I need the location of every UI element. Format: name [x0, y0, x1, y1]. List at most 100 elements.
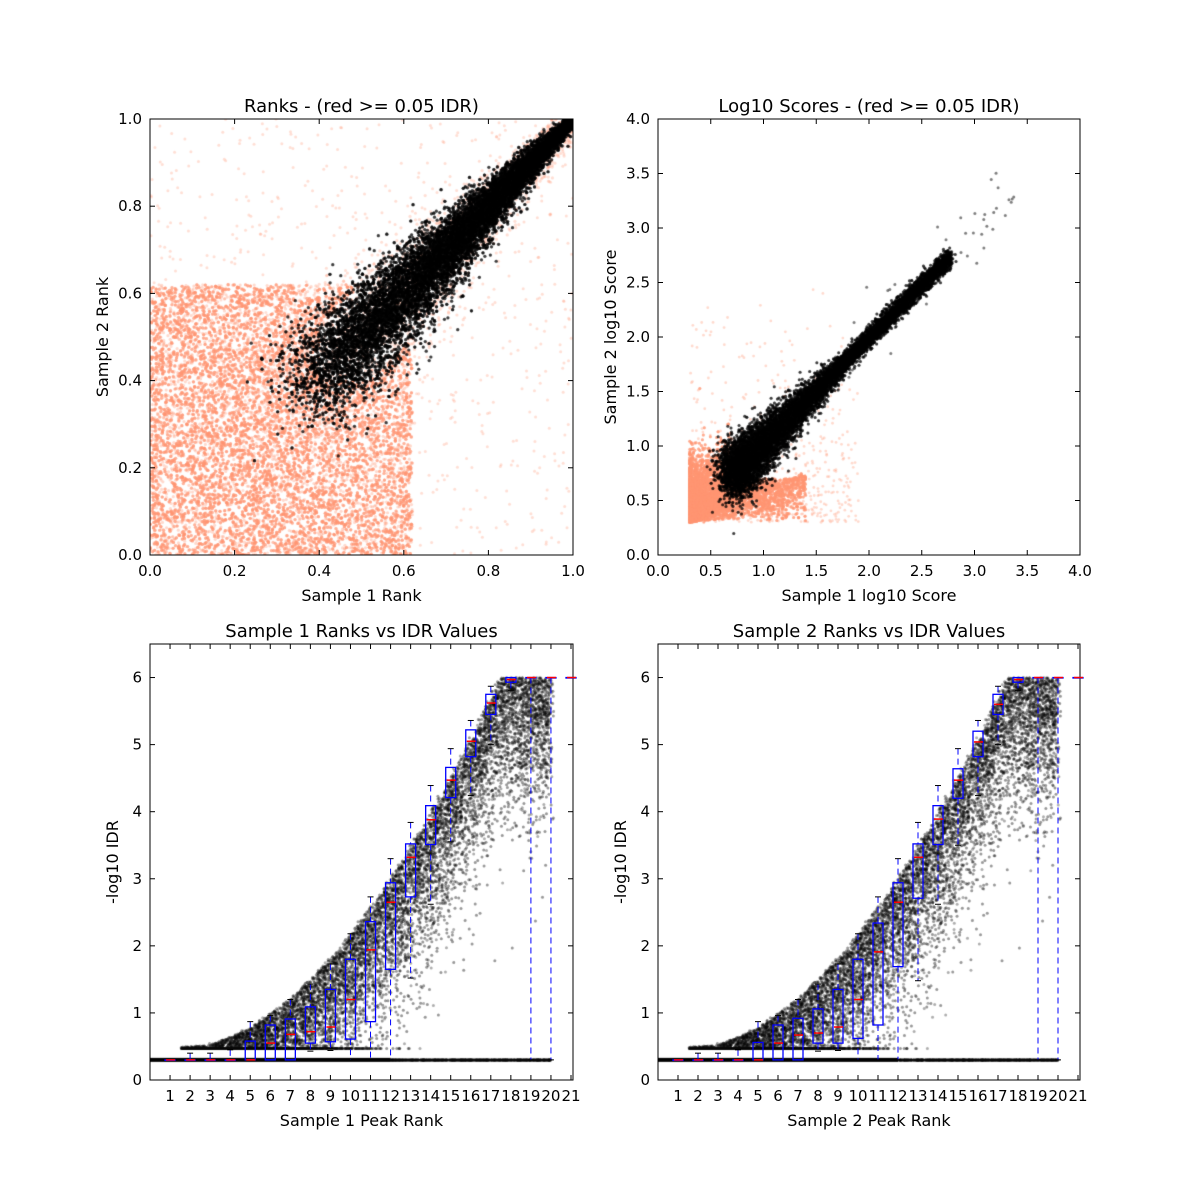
plot-frame	[657, 118, 1081, 556]
y-axis-label: -log10 IDR	[611, 820, 630, 904]
x-tick-label: 3.5	[1015, 562, 1039, 580]
x-tick-label: 3	[713, 1087, 723, 1105]
x-tick-label: 19	[1028, 1087, 1047, 1105]
box-iqr	[485, 693, 497, 716]
box-iqr	[244, 1040, 256, 1061]
chart-title: Sample 1 Ranks vs IDR Values	[225, 621, 497, 642]
box-iqr	[792, 1017, 804, 1061]
x-tick-label: 5	[753, 1087, 763, 1105]
x-tick-label: 12	[381, 1087, 400, 1105]
x-tick-label: 2.0	[857, 562, 881, 580]
y-axis-label: -log10 IDR	[103, 820, 122, 904]
box-iqr	[832, 988, 844, 1044]
s2idr-boxes	[672, 676, 1084, 1062]
x-axis-label: Sample 2 Peak Rank	[787, 1111, 951, 1130]
scores-scatter-cloud	[658, 119, 1080, 555]
x-tick-label: 18	[501, 1087, 520, 1105]
x-tick-label: 11	[868, 1087, 887, 1105]
x-tick-label: 12	[888, 1087, 907, 1105]
x-tick-label: 0.4	[307, 562, 331, 580]
y-tick-label: 1.0	[118, 110, 142, 128]
y-tick-label: 0.5	[626, 492, 650, 510]
x-axis-label: Sample 1 log10 Score	[782, 586, 957, 605]
x-tick-label: 17	[988, 1087, 1007, 1105]
x-tick-label: 0.2	[223, 562, 247, 580]
box-iqr	[284, 1018, 296, 1061]
x-axis-label: Sample 1 Rank	[301, 586, 422, 605]
box-iqr	[812, 1008, 824, 1044]
x-tick-label: 6	[773, 1087, 783, 1105]
x-tick-label: 3.0	[963, 562, 987, 580]
box-iqr	[445, 766, 457, 799]
x-tick-label: 16	[461, 1087, 480, 1105]
y-tick-label: 3	[640, 870, 650, 888]
y-tick-label: 1	[132, 1004, 142, 1022]
box-iqr	[324, 988, 337, 1043]
y-tick-label: 2.0	[626, 328, 650, 346]
y-tick-label: 0.0	[626, 546, 650, 564]
box-iqr	[404, 843, 417, 898]
box-iqr	[752, 1041, 764, 1061]
y-tick-label: 6	[640, 669, 650, 687]
x-tick-label: 1	[165, 1087, 175, 1105]
chart-title: Sample 2 Ranks vs IDR Values	[733, 621, 1005, 642]
x-tick-label: 0.0	[646, 562, 670, 580]
x-axis-label: Sample 1 Peak Rank	[280, 1111, 444, 1130]
y-tick-label: 0.2	[118, 459, 142, 477]
x-tick-label: 7	[286, 1087, 296, 1105]
box-iqr	[364, 921, 377, 1023]
y-axis-label: Sample 2 log10 Score	[601, 250, 620, 425]
y-tick-label: 1.5	[626, 383, 650, 401]
plot-frame	[149, 643, 574, 1081]
y-tick-label: 2.5	[626, 274, 650, 292]
y-tick-label: 5	[132, 736, 142, 754]
box-iqr	[972, 730, 984, 758]
plot-frame	[149, 118, 574, 556]
x-tick-label: 21	[561, 1087, 580, 1105]
y-tick-label: 2	[640, 937, 650, 955]
y-tick-label: 3.5	[626, 165, 650, 183]
x-tick-label: 17	[481, 1087, 500, 1105]
x-tick-label: 0.0	[138, 562, 162, 580]
y-tick-label: 0.0	[118, 546, 142, 564]
y-tick-label: 3	[132, 870, 142, 888]
box-iqr	[465, 729, 477, 758]
box-iqr	[892, 882, 904, 968]
x-tick-label: 4.0	[1068, 562, 1092, 580]
x-tick-label: 0.8	[476, 562, 500, 580]
s1idr-axes: Sample 1 Ranks vs IDR Values Sample 1 Pea…	[103, 621, 581, 1130]
x-tick-label: 8	[306, 1087, 316, 1105]
y-tick-label: 0	[640, 1071, 650, 1089]
x-tick-label: 10	[848, 1087, 867, 1105]
s1-idr-scatter-cloud	[150, 644, 573, 1080]
x-tick-label: 0.6	[392, 562, 416, 580]
box-iqr	[384, 882, 397, 970]
x-tick-label: 7	[793, 1087, 803, 1105]
x-tick-label: 21	[1068, 1087, 1087, 1105]
x-tick-label: 18	[1008, 1087, 1027, 1105]
x-tick-label: 2	[693, 1087, 703, 1105]
x-tick-label: 19	[521, 1087, 540, 1105]
y-tick-label: 0.6	[118, 284, 142, 302]
plot-frame	[657, 643, 1081, 1081]
x-tick-label: 1.0	[561, 562, 585, 580]
ranks-axes: Ranks - (red >= 0.05 IDR) Sample 1 Rank Sa…	[93, 96, 585, 605]
x-tick-label: 1.0	[752, 562, 776, 580]
x-tick-label: 16	[968, 1087, 987, 1105]
x-tick-label: 3	[205, 1087, 215, 1105]
y-tick-label: 4	[132, 803, 142, 821]
y-tick-label: 4	[640, 803, 650, 821]
y-tick-label: 0.4	[118, 372, 142, 390]
chart-title: Log10 Scores - (red >= 0.05 IDR)	[718, 96, 1019, 117]
x-tick-label: 11	[361, 1087, 380, 1105]
chart-title: Ranks - (red >= 0.05 IDR)	[244, 96, 479, 117]
x-tick-label: 5	[245, 1087, 255, 1105]
x-tick-label: 1	[673, 1087, 683, 1105]
x-tick-label: 1.5	[804, 562, 828, 580]
ranks-scatter-cloud	[150, 119, 573, 555]
s2-idr-scatter-cloud	[658, 644, 1080, 1080]
x-tick-label: 15	[441, 1087, 460, 1105]
box-iqr	[952, 768, 964, 799]
